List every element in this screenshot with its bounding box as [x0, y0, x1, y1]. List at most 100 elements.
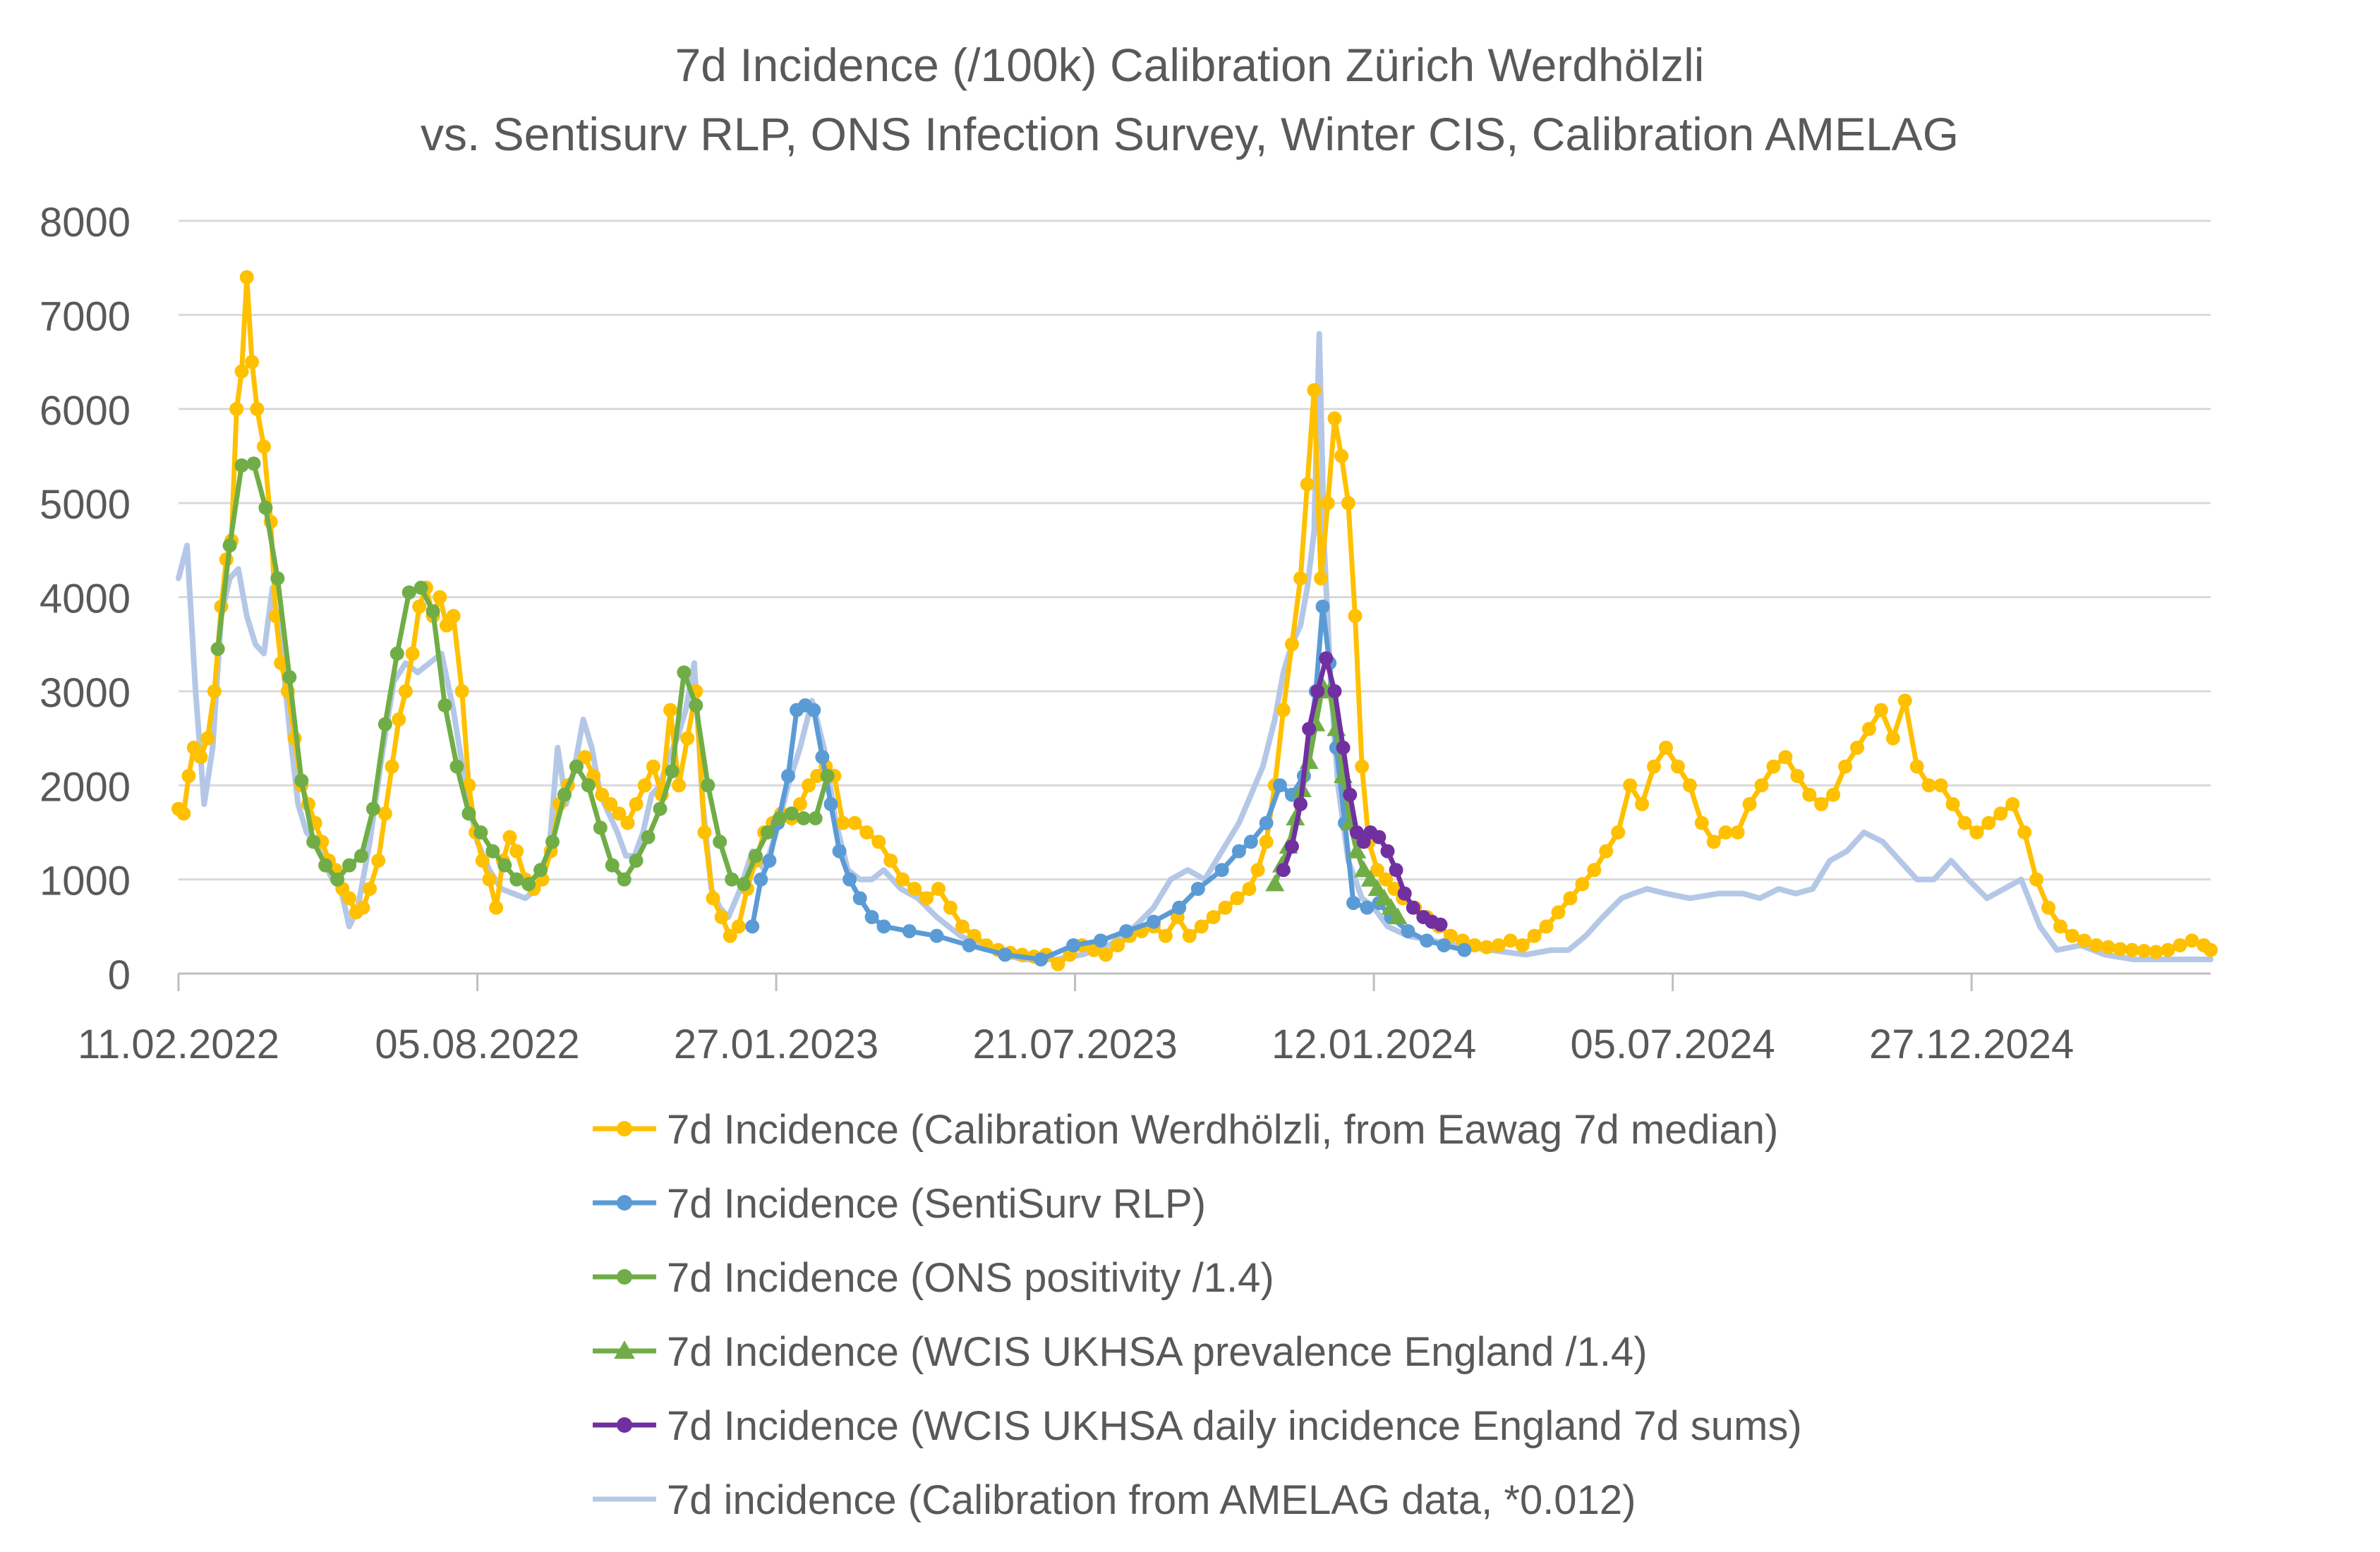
- data-point: [617, 1195, 632, 1211]
- data-point: [714, 909, 729, 924]
- data-point: [437, 698, 452, 713]
- data-point: [270, 571, 285, 586]
- data-point: [603, 796, 618, 811]
- data-point: [385, 759, 399, 774]
- data-point: [1380, 844, 1395, 859]
- y-tick-label: 8000: [40, 200, 131, 245]
- data-point: [847, 816, 862, 830]
- data-point: [1909, 759, 1924, 774]
- data-point: [1599, 844, 1614, 859]
- data-point: [677, 665, 691, 680]
- data-point: [955, 919, 969, 934]
- data-point: [1706, 835, 1721, 849]
- data-point: [2125, 942, 2139, 957]
- data-point: [1969, 825, 1984, 839]
- data-point: [760, 825, 775, 839]
- data-point: [859, 825, 874, 839]
- data-point: [1355, 759, 1370, 774]
- data-point: [637, 778, 652, 793]
- data-point: [1158, 928, 1173, 943]
- data-point: [207, 684, 222, 698]
- data-point: [1838, 759, 1853, 774]
- data-point: [832, 844, 847, 859]
- data-point: [482, 872, 497, 887]
- data-point: [807, 703, 821, 717]
- data-point: [1635, 796, 1650, 811]
- data-point: [2161, 942, 2175, 957]
- data-point: [1347, 842, 1367, 859]
- legend-item: 7d Incidence (SentiSurv RLP): [593, 1181, 1206, 1227]
- data-point: [2005, 796, 2020, 811]
- data-point: [412, 599, 427, 614]
- data-point: [485, 844, 500, 859]
- data-point: [1388, 907, 1408, 925]
- data-point: [176, 806, 191, 821]
- data-point: [1379, 872, 1394, 887]
- data-point: [1307, 383, 1322, 398]
- data-point: [781, 768, 795, 783]
- x-tick-label: 12.01.2024: [1271, 1021, 1476, 1067]
- data-point: [210, 641, 225, 656]
- data-point: [1457, 942, 1472, 957]
- data-point: [1302, 722, 1317, 736]
- data-point: [2204, 942, 2218, 957]
- data-point: [1527, 928, 1542, 943]
- data-point: [366, 801, 380, 816]
- x-tick-label: 11.02.2022: [78, 1021, 279, 1067]
- data-point: [1360, 870, 1380, 887]
- data-point: [533, 863, 548, 878]
- data-point: [258, 500, 273, 515]
- data-point: [1897, 693, 1912, 708]
- data-point: [617, 1121, 632, 1136]
- x-tick-label: 05.08.2022: [375, 1021, 579, 1067]
- data-point: [1802, 787, 1817, 802]
- data-point: [731, 919, 746, 934]
- data-point: [1766, 759, 1781, 774]
- data-point: [2173, 938, 2187, 952]
- x-tick-label: 21.07.2023: [972, 1021, 1177, 1067]
- series-3: [210, 456, 835, 892]
- data-point: [823, 796, 838, 811]
- data-point: [1348, 609, 1363, 624]
- x-tick-label: 27.12.2024: [1869, 1021, 2074, 1067]
- data-point: [895, 872, 910, 887]
- data-point: [502, 830, 517, 844]
- x-tick-label: 27.01.2023: [674, 1021, 878, 1067]
- data-point: [620, 816, 635, 830]
- data-point: [1182, 928, 1197, 943]
- data-point: [614, 1340, 635, 1359]
- data-point: [274, 655, 289, 670]
- legend-item: 7d Incidence (ONS positivity /1.4): [593, 1255, 1274, 1301]
- data-point: [2029, 872, 2044, 887]
- data-point: [1563, 891, 1578, 906]
- gridlines: [179, 219, 2211, 881]
- data-point: [1286, 808, 1305, 826]
- data-point: [229, 401, 244, 416]
- data-point: [521, 877, 536, 892]
- data-point: [1276, 863, 1291, 878]
- data-point: [852, 891, 867, 906]
- data-point: [294, 773, 309, 788]
- data-point: [929, 928, 944, 943]
- legend-item: 7d Incidence (Calibration Werdhölzli, fr…: [593, 1107, 1778, 1153]
- data-point: [1539, 919, 1554, 934]
- data-point: [1319, 651, 1334, 666]
- data-point: [1051, 957, 1065, 971]
- data-point: [1190, 881, 1205, 896]
- data-point: [433, 590, 447, 605]
- data-point: [1742, 796, 1757, 811]
- data-point: [943, 900, 958, 915]
- data-point: [883, 853, 898, 868]
- data-point: [701, 778, 715, 793]
- data-point: [306, 835, 321, 849]
- y-tick-label: 7000: [40, 293, 131, 339]
- data-point: [413, 581, 428, 595]
- data-point: [802, 778, 816, 793]
- data-point: [2017, 825, 2032, 839]
- data-point: [2077, 933, 2091, 948]
- data-point: [282, 669, 297, 684]
- data-point: [1957, 816, 1972, 830]
- data-point: [446, 609, 461, 624]
